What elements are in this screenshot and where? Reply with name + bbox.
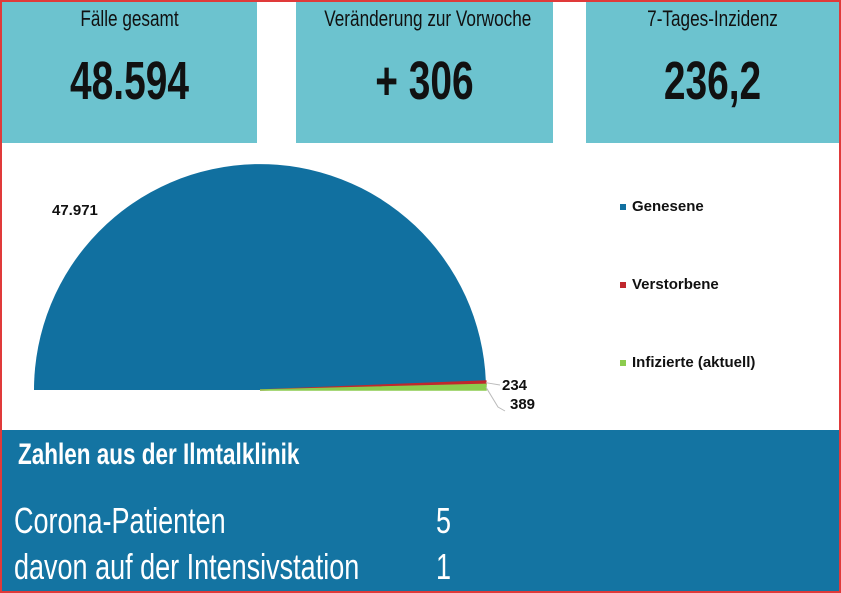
kpi-total-cases: Fälle gesamt 48.594 bbox=[2, 0, 257, 143]
row-label: Corona-Patienten bbox=[14, 500, 226, 541]
half-pie-chart: 47.971 234 389 bbox=[34, 164, 535, 413]
data-label: 234 bbox=[502, 377, 528, 394]
legend-item-infizierte: Infizierte (aktuell) bbox=[620, 354, 755, 371]
row-value: 1 bbox=[436, 546, 452, 587]
clinic-panel: Zahlen aus der Ilmtalklinik Corona-Patie… bbox=[0, 430, 841, 593]
legend-label: Verstorbene bbox=[632, 276, 719, 293]
row-value: 5 bbox=[436, 500, 452, 541]
row-label: davon auf der Intensivstation bbox=[14, 546, 360, 587]
data-label: 47.971 bbox=[52, 202, 98, 219]
kpi-weekly-change: Veränderung zur Vorwoche + 306 bbox=[296, 0, 553, 143]
kpi-label: Veränderung zur Vorwoche bbox=[324, 6, 532, 31]
legend-swatch bbox=[620, 360, 626, 367]
kpi-value: 236,2 bbox=[663, 51, 762, 111]
clinic-title: Zahlen aus der Ilmtalklinik bbox=[18, 438, 300, 471]
kpi-incidence: 7-Tages-Inzidenz 236,2 bbox=[586, 0, 839, 143]
legend-label: Genesene bbox=[632, 198, 704, 215]
kpi-label: Fälle gesamt bbox=[80, 6, 179, 31]
legend-swatch bbox=[620, 204, 626, 211]
data-label: 389 bbox=[510, 396, 535, 413]
kpi-value: + 306 bbox=[375, 51, 474, 111]
legend-item-genesene: Genesene bbox=[620, 198, 704, 215]
slice-genesene bbox=[34, 164, 486, 390]
kpi-value: 48.594 bbox=[70, 51, 189, 111]
leader-line bbox=[485, 386, 506, 412]
legend-label: Infizierte (aktuell) bbox=[632, 354, 756, 371]
leader-line bbox=[485, 382, 501, 386]
legend-item-verstorbene: Verstorbene bbox=[620, 276, 719, 293]
kpi-label: 7-Tages-Inzidenz bbox=[647, 6, 778, 31]
legend-swatch bbox=[620, 282, 626, 289]
